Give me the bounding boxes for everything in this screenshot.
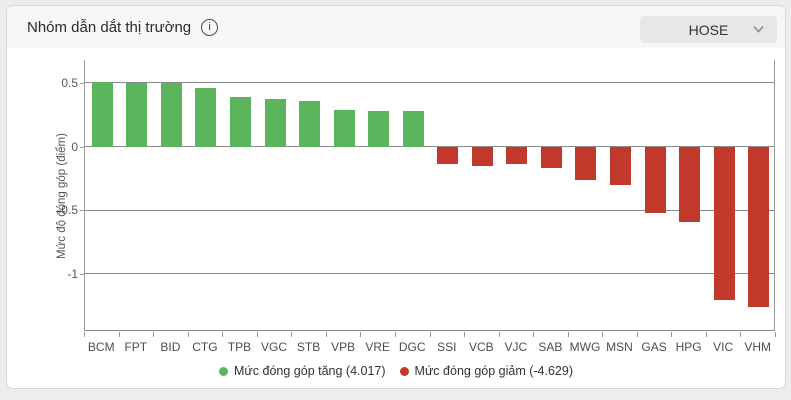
y-tick-mark — [80, 273, 84, 275]
x-tick-label-TPB: TPB — [227, 340, 252, 354]
y-tick-label: 0.5 — [61, 75, 78, 90]
bar-FPT[interactable] — [126, 82, 148, 147]
bar-SAB[interactable] — [540, 146, 562, 169]
exchange-dropdown-value: HOSE — [688, 21, 729, 38]
bar-VRE[interactable] — [368, 110, 390, 147]
bar-chart-plot-area — [84, 60, 775, 331]
x-tick-label-VPB: VPB — [331, 340, 356, 354]
x-tick-mark — [740, 332, 742, 337]
x-tick-label-VIC: VIC — [713, 340, 734, 354]
legend-label: Mức đóng góp giảm (-4.629) — [414, 364, 573, 378]
x-tick-label-HPG: HPG — [675, 340, 702, 354]
x-tick-label-MSN: MSN — [606, 340, 633, 354]
bar-SSI[interactable] — [437, 146, 459, 165]
bar-STB[interactable] — [299, 100, 321, 147]
bar-VGC[interactable] — [264, 99, 286, 147]
y-tick-mark — [80, 210, 84, 212]
panel-title: Nhóm dẫn dắt thị trường — [27, 18, 192, 36]
chevron-down-icon — [753, 25, 764, 33]
panel-header: Nhóm dẫn dắt thị trường i HOSE — [7, 6, 785, 48]
bar-VPB[interactable] — [333, 109, 355, 147]
bar-DGC[interactable] — [402, 110, 424, 147]
x-tick-label-STB: STB — [296, 340, 321, 354]
x-tick-mark — [84, 332, 85, 337]
x-tick-mark — [567, 332, 569, 337]
x-tick-mark — [360, 332, 362, 337]
x-tick-label-SSI: SSI — [437, 340, 457, 354]
x-tick-label-VCB: VCB — [468, 340, 494, 354]
x-tick-mark — [533, 332, 535, 337]
bar-VJC[interactable] — [506, 146, 528, 165]
bar-CTG[interactable] — [195, 87, 217, 147]
x-tick-label-FPT: FPT — [124, 340, 148, 354]
exchange-dropdown[interactable]: HOSE — [640, 16, 777, 43]
bar-TPB[interactable] — [229, 96, 251, 147]
bar-MSN[interactable] — [610, 146, 632, 185]
legend-dot-icon — [399, 366, 409, 376]
gridline-y-0 — [85, 146, 774, 148]
x-tick-mark — [429, 332, 431, 337]
info-icon[interactable]: i — [201, 18, 219, 36]
y-tick-label: -0.5 — [57, 203, 78, 218]
chart-legend: Mức đóng góp tăng (4.017) Mức đóng góp gi… — [7, 364, 785, 378]
x-tick-mark — [602, 332, 604, 337]
legend-item-negative[interactable]: Mức đóng góp giảm (-4.629) — [396, 364, 577, 378]
x-tick-mark — [636, 332, 638, 337]
x-tick-label-SAB: SAB — [538, 340, 563, 354]
y-tick-label: -1 — [67, 266, 78, 281]
gridline-y-0.5 — [85, 82, 774, 84]
x-tick-mark — [256, 332, 258, 337]
market-leaders-panel: Nhóm dẫn dắt thị trường i HOSE Mức độ đó… — [6, 5, 786, 389]
x-tick-mark — [464, 332, 466, 337]
x-tick-label-MWG: MWG — [569, 340, 601, 354]
bar-VHM[interactable] — [748, 146, 770, 307]
legend-dot-icon — [219, 366, 228, 376]
x-tick-mark — [187, 332, 189, 337]
y-tick-mark — [80, 146, 84, 148]
x-tick-label-DGC: DGC — [398, 340, 426, 354]
x-tick-mark — [325, 332, 327, 337]
bar-MWG[interactable] — [575, 146, 597, 180]
legend-label: Mức đóng góp tăng (4.017) — [234, 364, 386, 378]
x-tick-mark — [394, 332, 396, 337]
x-tick-mark — [291, 332, 293, 337]
x-tick-mark — [118, 332, 120, 337]
y-tick-mark — [80, 82, 84, 84]
x-tick-label-VRE: VRE — [365, 340, 391, 354]
gridline-y--0.5 — [85, 209, 774, 211]
x-tick-label-BCM: BCM — [87, 340, 115, 354]
x-tick-mark — [153, 332, 155, 337]
x-tick-label-VGC: VGC — [261, 340, 288, 354]
x-tick-label-BID: BID — [160, 340, 181, 354]
x-tick-label-VJC: VJC — [504, 340, 528, 354]
x-tick-mark — [498, 332, 500, 337]
x-tick-label-CTG: CTG — [192, 340, 218, 354]
x-tick-mark — [222, 332, 224, 337]
x-tick-mark — [775, 332, 776, 337]
y-tick-label: 0 — [71, 139, 78, 154]
gridline-y--1 — [85, 273, 774, 275]
bar-VIC[interactable] — [713, 146, 735, 301]
bar-VCB[interactable] — [471, 146, 493, 166]
x-tick-mark — [705, 332, 707, 337]
x-tick-label-VHM: VHM — [744, 340, 772, 354]
bar-BID[interactable] — [160, 82, 182, 147]
bar-GAS[interactable] — [644, 146, 666, 213]
x-tick-mark — [671, 332, 673, 337]
bar-HPG[interactable] — [679, 146, 701, 222]
legend-item-positive[interactable]: Mức đóng góp tăng (4.017) — [215, 364, 390, 378]
x-tick-label-GAS: GAS — [641, 340, 667, 354]
bar-BCM[interactable] — [91, 81, 113, 147]
